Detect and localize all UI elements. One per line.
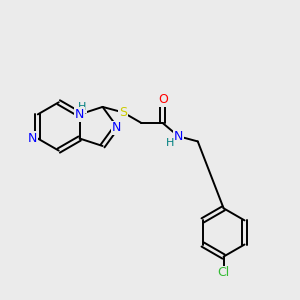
- Text: N: N: [75, 108, 84, 121]
- Text: N: N: [28, 132, 37, 145]
- Text: H: H: [166, 138, 174, 148]
- Text: N: N: [112, 122, 122, 134]
- Text: N: N: [174, 130, 183, 143]
- Text: O: O: [158, 93, 168, 106]
- Text: S: S: [119, 106, 127, 119]
- Text: H: H: [78, 102, 86, 112]
- Text: Cl: Cl: [218, 266, 230, 279]
